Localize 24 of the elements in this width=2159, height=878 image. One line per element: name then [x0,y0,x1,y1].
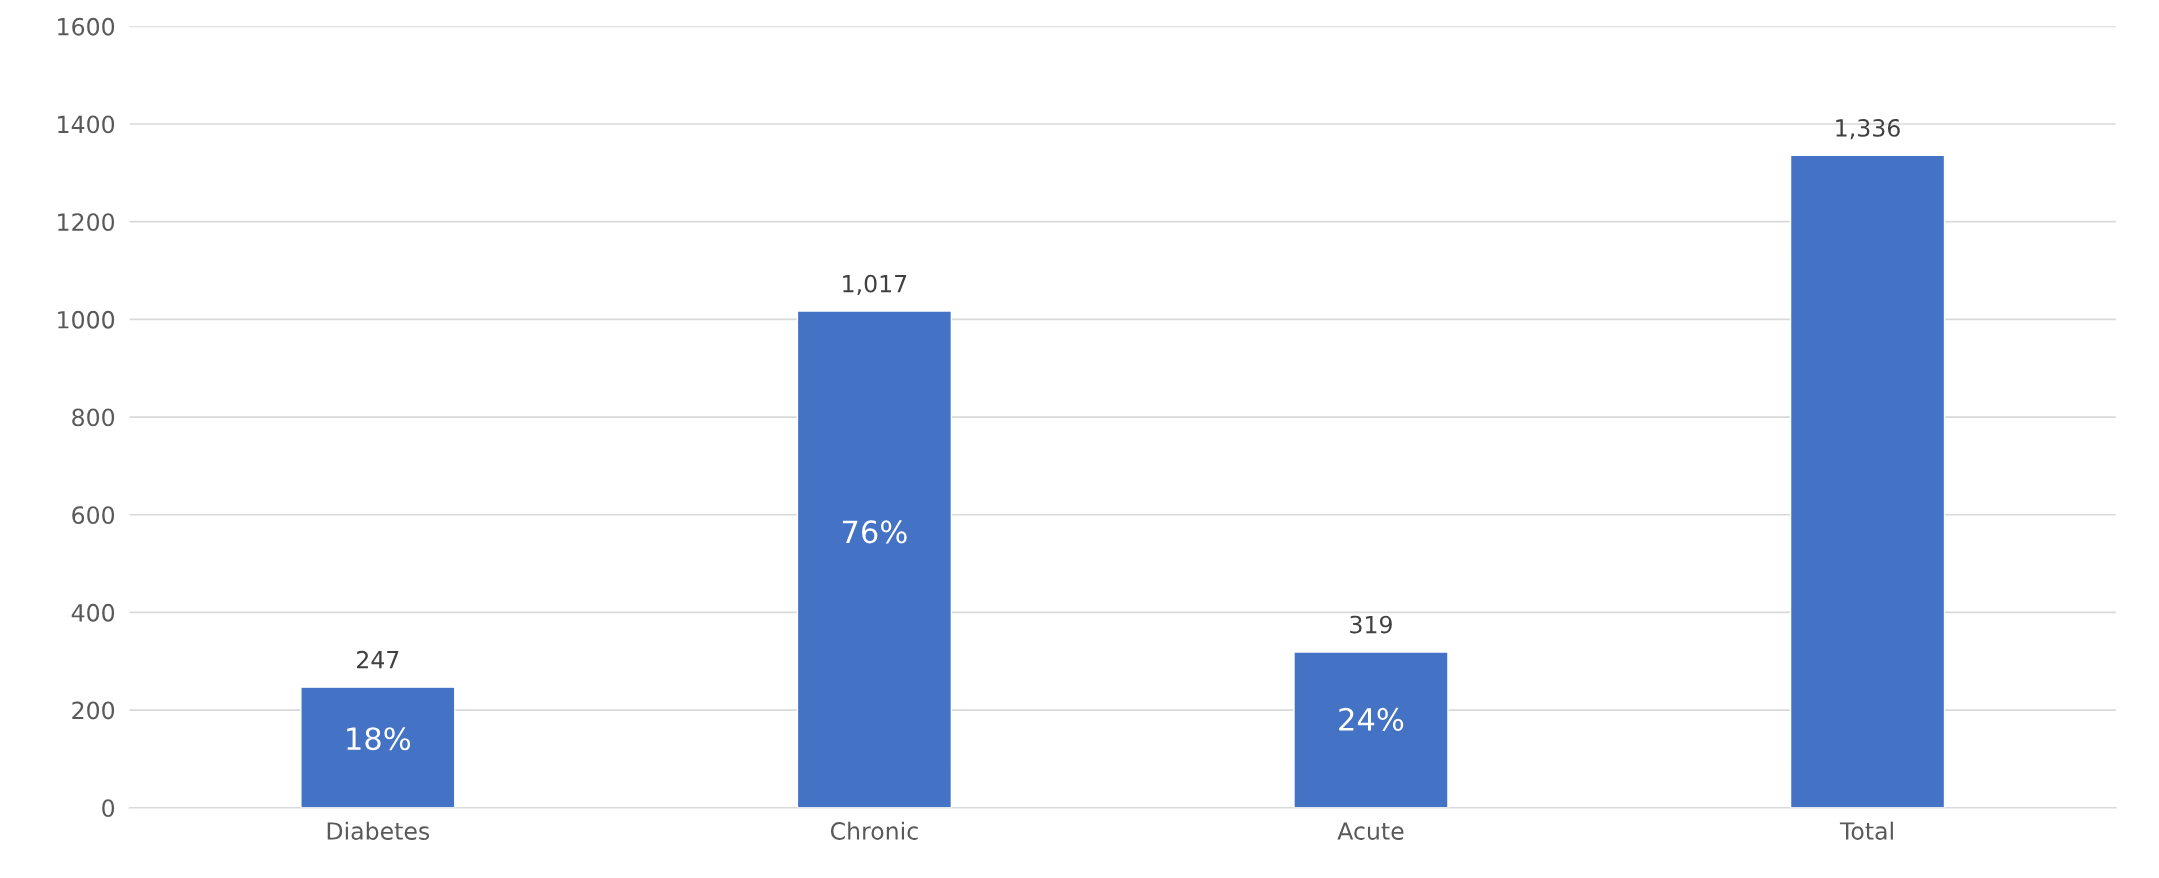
x-tick-label: Chronic [830,821,918,840]
annotation: 18% [347,727,411,751]
bar [1789,154,1946,808]
y-tick-label: 1400 [58,115,115,134]
x-tick-label: Diabetes [327,821,430,840]
bar [796,310,953,808]
y-tick-label: 1600 [58,17,115,36]
bar [300,686,456,808]
annotation: 76% [842,520,907,544]
y-tick-label: 1200 [58,213,115,231]
annotation: 24% [1339,707,1404,731]
data-label: 319 [1350,615,1392,634]
x-tick-label: Acute [1337,822,1404,840]
y-tick-label: 200 [72,701,115,720]
y-tick-label: 600 [72,506,115,525]
y-tick-label: 1000 [58,310,115,329]
x-tick-label: Total [1839,821,1893,840]
bar [1293,651,1449,808]
y-tick-label: 0 [102,799,115,818]
y-tick-label: 800 [72,408,115,427]
data-label: 247 [357,650,399,669]
y-tick-label: 400 [71,603,115,622]
data-label: 1,017 [843,274,907,296]
data-label: 1,336 [1836,118,1900,140]
